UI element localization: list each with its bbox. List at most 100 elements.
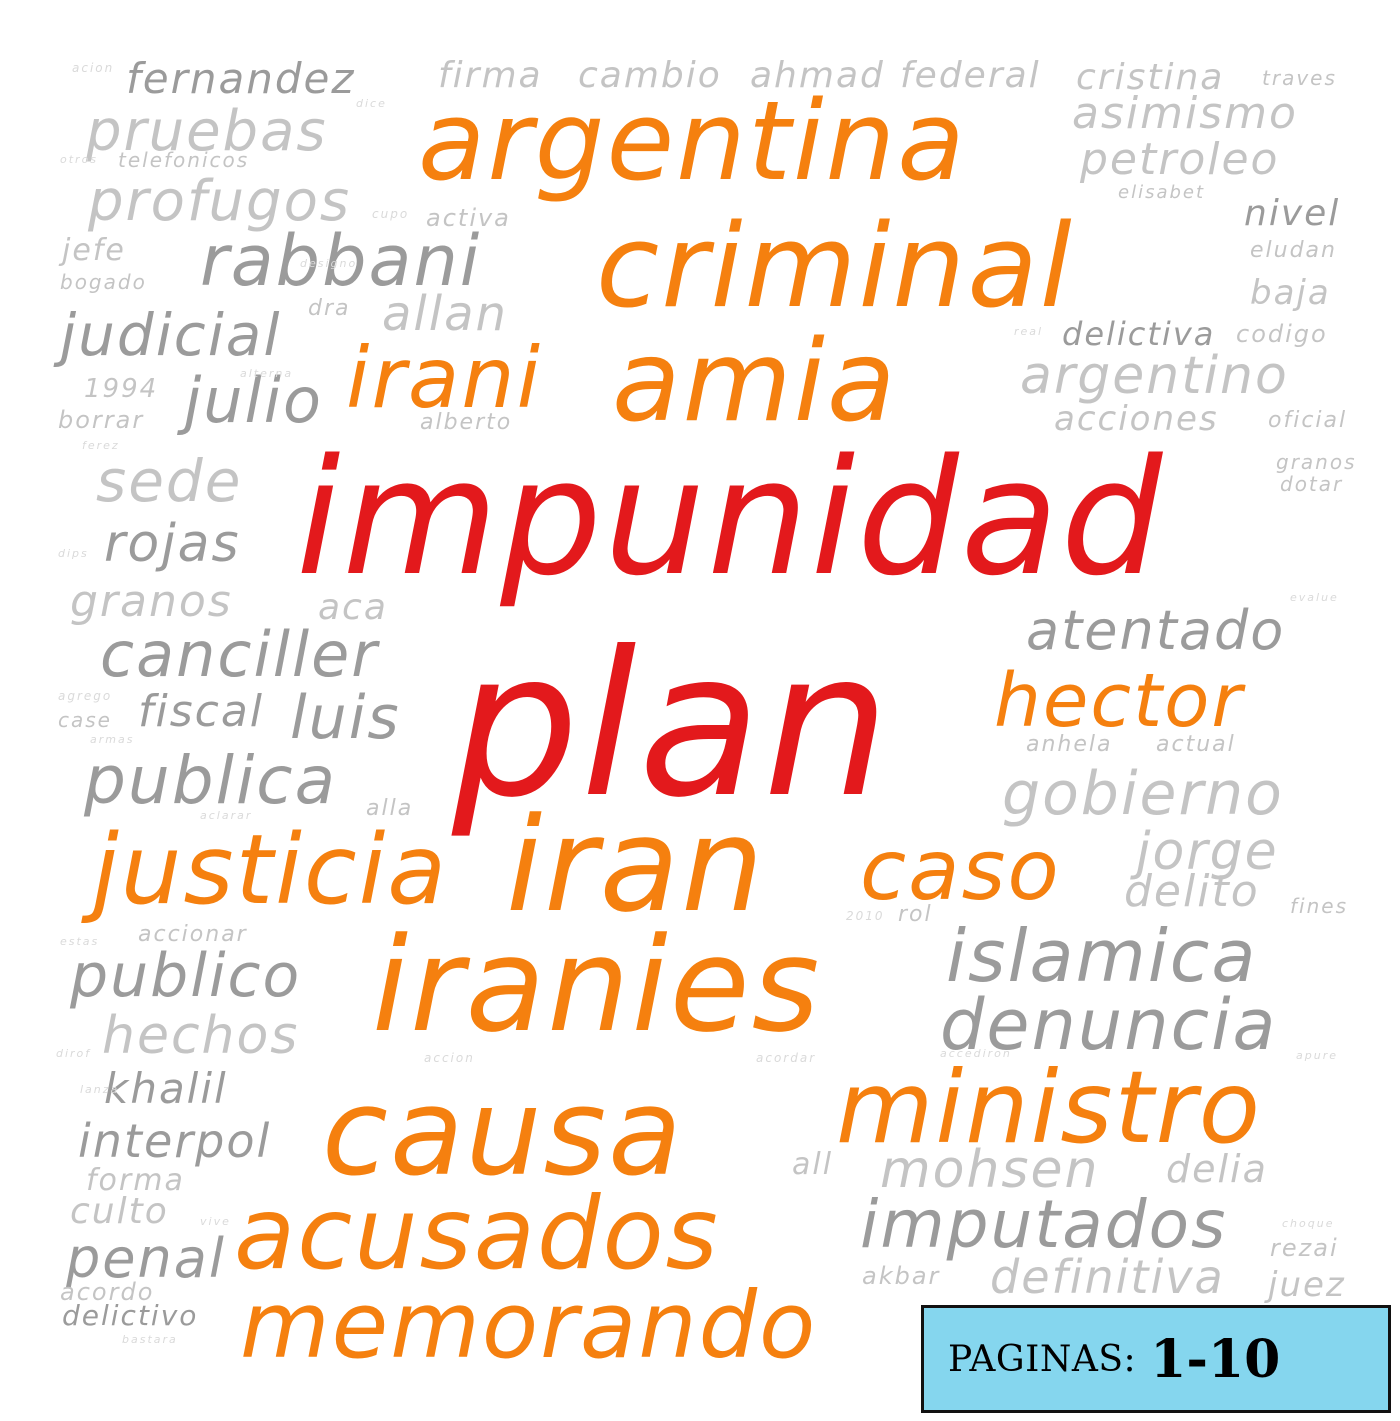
cloud-word: forma — [86, 1163, 185, 1198]
cloud-word: dotar — [1280, 472, 1344, 496]
cloud-word: baja — [1250, 273, 1331, 313]
cloud-word: cupo — [372, 207, 410, 221]
cloud-word: delito — [1124, 866, 1260, 917]
cloud-word: alberto — [420, 410, 513, 435]
cloud-word: judicial — [60, 301, 282, 369]
cloud-word: accediron — [940, 1047, 1012, 1060]
cloud-word: mohsen — [880, 1140, 1100, 1200]
cloud-word: amia — [612, 317, 898, 447]
cloud-word: fiscal — [138, 686, 265, 737]
cloud-word: bogado — [60, 270, 147, 294]
cloud-word: causa — [322, 1064, 684, 1203]
cloud-word: aclarar — [200, 809, 253, 822]
cloud-word: telefonicos — [118, 148, 250, 172]
cloud-word: argentina — [418, 77, 967, 205]
cloud-word: 2010 — [846, 909, 885, 923]
cloud-word: irani — [346, 329, 542, 427]
cloud-word: otros — [60, 153, 99, 166]
cloud-word: gobierno — [1002, 759, 1284, 829]
cloud-word: agrego — [58, 689, 113, 703]
cloud-word: criminal — [596, 200, 1074, 334]
cloud-word: elisabet — [1118, 182, 1206, 203]
cloud-word: petroleo — [1080, 134, 1280, 185]
cloud-word: hechos — [102, 1006, 300, 1066]
cloud-word: vive — [200, 1215, 231, 1228]
cloud-word: canciller — [100, 618, 379, 691]
cloud-word: evalue — [1290, 591, 1339, 604]
cloud-word: culto — [70, 1191, 169, 1232]
cloud-word: julio — [184, 364, 323, 437]
cloud-word: dips — [58, 547, 89, 560]
cloud-word: real — [1014, 325, 1044, 338]
cloud-word: delia — [1166, 1147, 1268, 1191]
cloud-word: anhela — [1026, 732, 1113, 757]
cloud-word: luis — [290, 683, 401, 753]
cloud-word: all — [792, 1147, 834, 1182]
cloud-word: asimismo — [1072, 88, 1298, 139]
cloud-word: justicia — [92, 814, 449, 926]
cloud-word: armas — [90, 733, 135, 746]
cloud-word: dirof — [56, 1047, 92, 1060]
cloud-word: juez — [1268, 1265, 1346, 1305]
cloud-word: cristina — [1076, 57, 1225, 98]
cloud-word: jorge — [1136, 822, 1279, 882]
cloud-word: jefe — [62, 233, 126, 268]
cloud-word: ferez — [82, 439, 120, 452]
cloud-word: delictivo — [62, 1299, 199, 1332]
pages-label: PAGINAS: — [948, 1338, 1137, 1380]
cloud-word: plan — [452, 609, 892, 842]
cloud-word: alterna — [240, 367, 294, 380]
cloud-word: nivel — [1244, 193, 1341, 234]
cloud-word: eludan — [1250, 238, 1337, 263]
cloud-word: acordar — [756, 1051, 817, 1065]
cloud-word: fernandez — [126, 54, 356, 103]
cloud-word: lanza — [80, 1083, 120, 1096]
cloud-word: federal — [900, 55, 1041, 96]
cloud-word: definitiva — [990, 1250, 1225, 1304]
cloud-word: akbar — [862, 1262, 941, 1290]
cloud-word: argentino — [1020, 346, 1289, 406]
cloud-word: actual — [1156, 732, 1236, 757]
cloud-word: codigo — [1236, 320, 1328, 348]
cloud-word: khalil — [104, 1064, 228, 1113]
cloud-word: publica — [84, 742, 338, 819]
cloud-word: pruebas — [86, 99, 328, 164]
cloud-word: delictiva — [1062, 315, 1216, 353]
cloud-word: dice — [356, 97, 387, 110]
cloud-word: choque — [1282, 1217, 1335, 1230]
cloud-word: iran — [506, 789, 766, 941]
cloud-word: fines — [1290, 894, 1348, 918]
cloud-word: penal — [66, 1227, 226, 1290]
cloud-word: profugos — [88, 169, 352, 234]
cloud-word: ministro — [836, 1049, 1262, 1166]
cloud-word: acion — [72, 61, 115, 75]
cloud-word: dra — [308, 296, 351, 321]
cloud-word: islamica — [946, 914, 1258, 998]
cloud-word: acusados — [234, 1175, 720, 1292]
cloud-word: alla — [366, 796, 414, 821]
cloud-word: traves — [1262, 66, 1337, 90]
cloud-word: rojas — [104, 514, 241, 574]
cloud-word: denuncia — [940, 984, 1278, 1066]
cloud-word: memorando — [240, 1272, 818, 1379]
cloud-word: bastara — [122, 1333, 178, 1346]
cloud-word: borrar — [58, 406, 145, 434]
cloud-word: interpol — [78, 1114, 272, 1168]
cloud-word: acciones — [1054, 399, 1219, 439]
cloud-word: accion — [424, 1051, 475, 1065]
cloud-word: atentado — [1026, 599, 1286, 662]
cloud-word: acordo — [60, 1278, 155, 1306]
cloud-word: accionar — [138, 922, 248, 947]
cloud-word: cambio — [578, 55, 722, 96]
cloud-word: 1994 — [84, 374, 159, 404]
cloud-word: oficial — [1268, 408, 1348, 433]
cloud-word: designo — [300, 257, 358, 270]
cloud-word: estas — [60, 935, 100, 948]
cloud-word: ahmad — [750, 55, 885, 96]
cloud-word: aca — [318, 587, 388, 628]
cloud-word: hector — [994, 658, 1244, 744]
cloud-word: caso — [860, 821, 1061, 919]
cloud-word: allan — [382, 286, 508, 342]
cloud-word: activa — [426, 204, 511, 232]
